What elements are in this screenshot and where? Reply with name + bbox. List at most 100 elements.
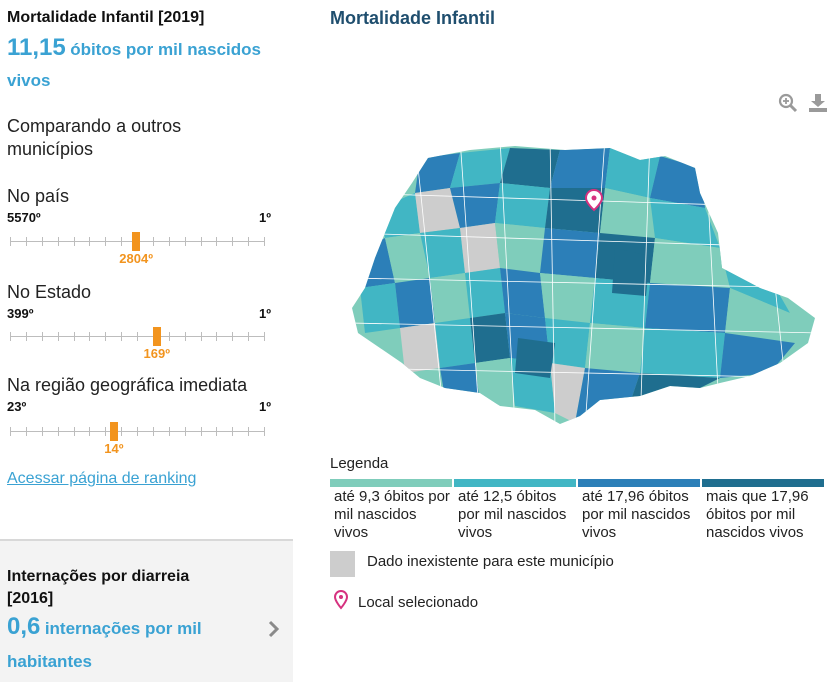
ranking-position: 2804º xyxy=(119,251,153,266)
selected-location-pin xyxy=(584,188,604,212)
scale-tick xyxy=(58,427,59,436)
ranking-ends: 399º 1º xyxy=(7,306,277,322)
legend-label: até 12,5 óbitos por mil nascidos vivos xyxy=(458,488,567,541)
scale-tick xyxy=(42,427,43,436)
scale-tick xyxy=(105,427,106,436)
legend-swatch xyxy=(702,479,824,487)
scale-tick xyxy=(216,427,217,436)
ranking-label: No país xyxy=(7,186,70,206)
next-indicator-number: 0,6 xyxy=(7,613,41,640)
scale-tick xyxy=(153,427,154,436)
ranking-marker xyxy=(152,327,161,346)
ranking-region: Na região geográfica imediata 23º 1º 14º xyxy=(7,375,277,456)
scale-tick xyxy=(10,332,11,341)
scale-tick xyxy=(216,332,217,341)
next-indicator-value: 0,6 internações por mil habitantes xyxy=(7,611,247,679)
scale-tick xyxy=(264,332,265,341)
ranking-high-end: 1º xyxy=(259,399,271,414)
ranking-ends: 23º 1º xyxy=(7,399,277,415)
download-icon[interactable] xyxy=(808,93,828,113)
scale-tick xyxy=(121,332,122,341)
scale-tick xyxy=(89,332,90,341)
scale-tick xyxy=(105,332,106,341)
scale-tick xyxy=(74,332,75,341)
ranking-low-end: 23º xyxy=(7,399,27,414)
ranking-scale: 14º xyxy=(10,422,265,456)
scale-tick xyxy=(169,332,170,341)
scale-tick xyxy=(10,237,11,246)
ranking-marker xyxy=(132,232,141,251)
next-indicator-title: Internações por diarreia [2016] xyxy=(7,568,190,607)
ranking-marker xyxy=(109,422,118,441)
scale-tick xyxy=(264,427,265,436)
legend-swatch xyxy=(330,479,452,487)
scale-tick xyxy=(232,237,233,246)
ranking-low-end: 399º xyxy=(7,306,34,321)
scale-tick xyxy=(264,237,265,246)
ranking-state: No Estado 399º 1º 169º xyxy=(7,282,277,361)
scale-tick xyxy=(169,237,170,246)
scale-tick xyxy=(248,427,249,436)
scale-tick xyxy=(248,237,249,246)
indicator-panel: Mortalidade Infantil [2019] 11,15 óbitos… xyxy=(0,0,293,682)
next-indicator-card[interactable]: Internações por diarreia [2016] 0,6 inte… xyxy=(0,539,293,682)
zoom-in-icon[interactable] xyxy=(778,93,798,113)
scale-tick xyxy=(185,237,186,246)
no-data-swatch xyxy=(330,551,355,577)
indicator-title: Mortalidade Infantil [2019] xyxy=(7,9,205,26)
scale-tick xyxy=(42,237,43,246)
scale-tick xyxy=(10,427,11,436)
next-indicator-unit: internações por mil habitantes xyxy=(7,619,202,671)
legend-label: mais que 17,96 óbitos por mil nascidos v… xyxy=(706,488,809,541)
scale-tick xyxy=(185,332,186,341)
ranking-page-link[interactable]: Acessar página de ranking xyxy=(7,470,197,487)
scale-tick xyxy=(185,427,186,436)
ranking-country: No país 5570º 1º 2804º xyxy=(7,186,277,266)
legend-item: até 17,96 óbitos por mil nascidos vivos xyxy=(578,479,700,542)
scale-tick xyxy=(137,427,138,436)
map-title: Mortalidade Infantil xyxy=(330,8,496,28)
ranking-high-end: 1º xyxy=(259,210,271,225)
chevron-right-icon[interactable] xyxy=(266,619,282,639)
scale-tick xyxy=(232,427,233,436)
ranking-ends: 5570º 1º xyxy=(7,210,277,226)
ranking-high-end: 1º xyxy=(259,306,271,321)
scale-tick xyxy=(121,237,122,246)
scale-tick xyxy=(169,427,170,436)
scale-tick xyxy=(232,332,233,341)
scale-tick xyxy=(137,332,138,341)
scale-tick xyxy=(58,237,59,246)
legend-item: até 9,3 óbitos por mil nascidos vivos xyxy=(330,479,452,542)
legend-item: até 12,5 óbitos por mil nascidos vivos xyxy=(454,479,576,542)
scale-tick xyxy=(248,332,249,341)
indicator-value: 11,15 óbitos por mil nascidos vivos xyxy=(7,33,287,97)
legend: até 9,3 óbitos por mil nascidos vivos at… xyxy=(330,479,828,545)
legend-swatch xyxy=(578,479,700,487)
scale-tick xyxy=(26,237,27,246)
scale-tick xyxy=(201,332,202,341)
scale-tick xyxy=(26,427,27,436)
legend-label: até 9,3 óbitos por mil nascidos vivos xyxy=(334,488,450,541)
legend-label: até 17,96 óbitos por mil nascidos vivos xyxy=(582,488,691,541)
scale-tick xyxy=(74,237,75,246)
scale-tick xyxy=(89,237,90,246)
scale-tick xyxy=(105,237,106,246)
scale-tick xyxy=(42,332,43,341)
ranking-low-end: 5570º xyxy=(7,210,41,225)
state-map[interactable] xyxy=(350,138,820,428)
scale-tick xyxy=(58,332,59,341)
indicator-unit: óbitos por mil nascidos vivos xyxy=(7,40,261,90)
legend-title: Legenda xyxy=(330,455,389,472)
ranking-label: No Estado xyxy=(7,282,92,302)
scale-tick xyxy=(201,237,202,246)
scale-tick xyxy=(153,237,154,246)
scale-tick xyxy=(26,332,27,341)
no-data-label: Dado inexistente para este município xyxy=(367,553,614,570)
map-borders xyxy=(352,146,815,424)
scale-tick xyxy=(74,427,75,436)
legend-item: mais que 17,96 óbitos por mil nascidos v… xyxy=(702,479,824,542)
ranking-scale: 169º xyxy=(10,327,265,361)
scale-tick xyxy=(121,427,122,436)
comparison-title: Comparando a outros municípios xyxy=(7,116,182,159)
ranking-position: 169º xyxy=(143,346,170,361)
